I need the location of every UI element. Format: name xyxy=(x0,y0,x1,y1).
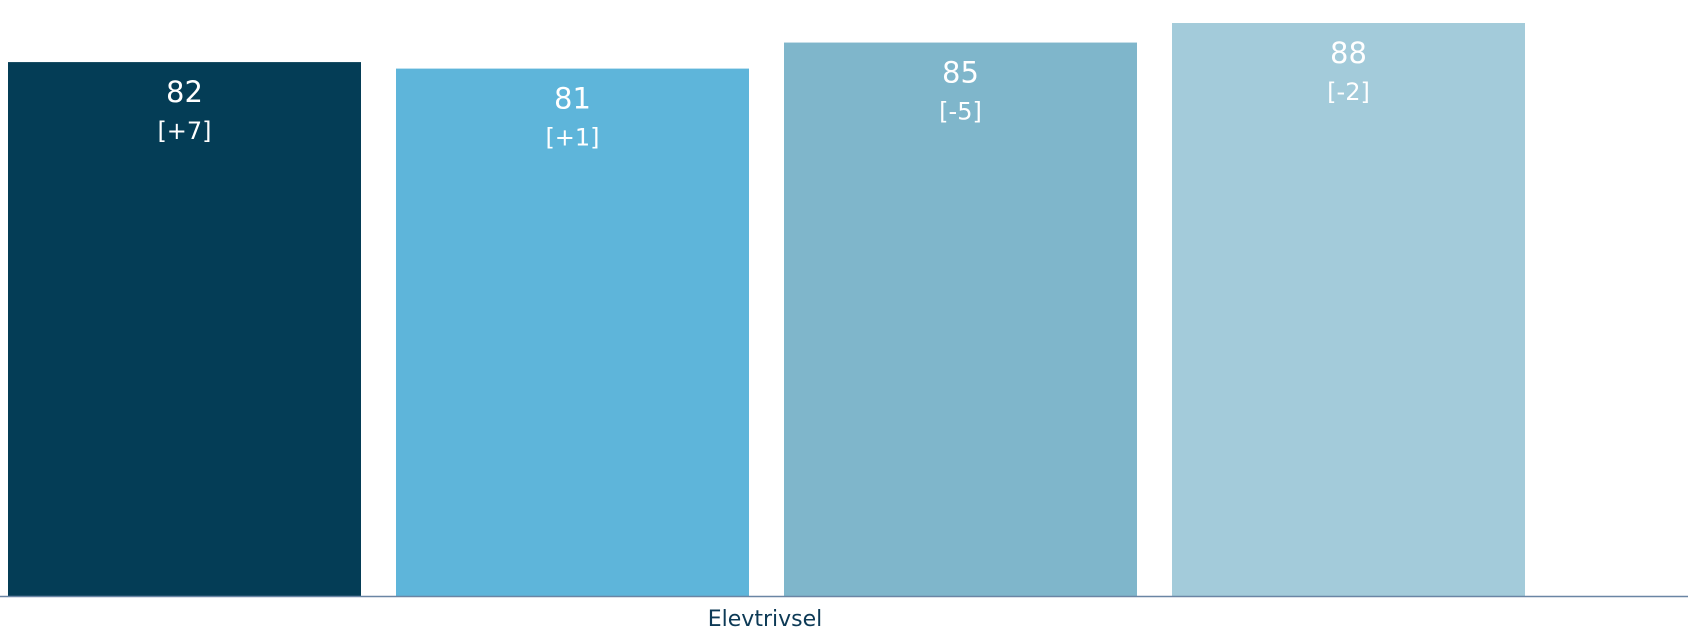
bar-2 xyxy=(396,68,749,597)
bar-4 xyxy=(1172,23,1525,597)
category-label: Elevtrivsel xyxy=(708,607,822,632)
bars-group: 82 [+7] 81 [+1] 85 [-5] 88 [-2] xyxy=(8,23,1525,597)
bar-3 xyxy=(784,42,1137,597)
bar-change-label-3: [-5] xyxy=(939,98,982,126)
bar-change-label-1: [+7] xyxy=(157,117,211,145)
bar-value-label-4: 88 xyxy=(1330,36,1367,70)
bar-value-label-2: 81 xyxy=(554,82,591,116)
bar-change-label-2: [+1] xyxy=(545,124,599,152)
bar-value-label-1: 82 xyxy=(166,75,203,109)
bar-1 xyxy=(8,62,361,597)
bar-value-label-3: 85 xyxy=(942,56,979,90)
bar-change-label-4: [-2] xyxy=(1327,78,1370,106)
